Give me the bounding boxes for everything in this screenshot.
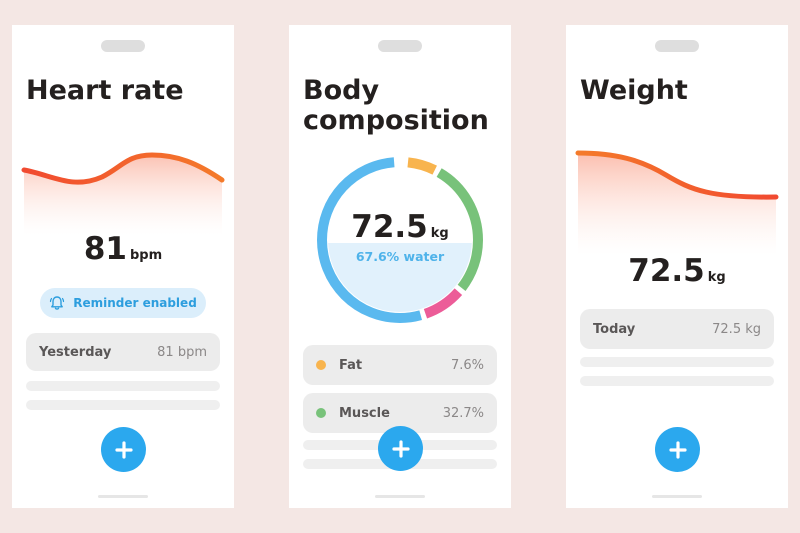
heart-rate-line (21, 152, 225, 185)
add-button[interactable] (101, 427, 146, 472)
heart-rate-screen: Heart rate 81 bpm Reminder enabled Yester… (12, 25, 234, 508)
page-title: Heart rate (26, 75, 184, 106)
heart-rate-area (24, 155, 222, 235)
weight-number: 72.5 (628, 253, 705, 289)
plus-icon (114, 440, 133, 459)
weight-chart (575, 150, 779, 255)
placeholder-row (26, 381, 220, 391)
weight-screen: Weight 72.5 kg Today 72.5 kg (566, 25, 788, 508)
weight-area (578, 153, 776, 255)
history-row-today[interactable]: Today 72.5 kg (580, 309, 774, 349)
home-indicator (652, 495, 702, 498)
row-value: 81 bpm (157, 344, 207, 360)
placeholder-row (580, 376, 774, 386)
plus-icon (391, 439, 410, 458)
bell-icon (50, 296, 65, 310)
row-value: 32.7% (442, 405, 484, 421)
ring-segment-muscle (317, 157, 483, 323)
placeholder-row (580, 357, 774, 367)
phone-notch (378, 40, 422, 52)
row-label: Yesterday (39, 344, 112, 360)
weight-value: 72.5 kg (566, 253, 788, 289)
history-row-yesterday[interactable]: Yesterday 81 bpm (26, 333, 220, 371)
phone-notch (101, 40, 145, 52)
row-label: Fat (339, 357, 363, 373)
phone-notch (655, 40, 699, 52)
fat-dot-icon (316, 360, 326, 370)
row-value: 7.6% (450, 357, 484, 373)
row-label: Today (593, 321, 636, 337)
heart-rate-unit: bpm (129, 248, 163, 263)
plus-icon (668, 440, 687, 459)
heart-rate-number: 81 (83, 231, 127, 267)
muscle-dot-icon (316, 408, 326, 418)
add-button[interactable] (655, 427, 700, 472)
row-label: Muscle (339, 405, 390, 421)
body-weight-number: 72.5 (351, 209, 428, 245)
row-value: 72.5 kg (712, 321, 761, 337)
title-line-2: composition (303, 105, 489, 136)
heart-rate-value: 81 bpm (12, 231, 234, 267)
body-composition-ring (317, 157, 483, 323)
placeholder-row (26, 400, 220, 410)
reminder-label: Reminder enabled (73, 296, 197, 310)
body-weight-value: 72.5 kg (289, 209, 511, 245)
body-composition-screen: Body composition 72.5 kg 67.6% water Fat … (289, 25, 511, 508)
composition-row-fat[interactable]: Fat 7.6% (303, 345, 497, 385)
page-title: Body composition (303, 76, 489, 136)
water-label: 67.6% water (355, 249, 445, 264)
weight-unit: kg (707, 270, 726, 285)
reminder-badge[interactable]: Reminder enabled (40, 288, 206, 318)
body-weight-unit: kg (430, 226, 449, 241)
ring-segment-water (317, 157, 483, 323)
title-line-1: Body (303, 75, 380, 106)
add-button[interactable] (378, 426, 423, 471)
home-indicator (98, 495, 148, 498)
heart-rate-chart (21, 152, 225, 235)
weight-line (575, 150, 779, 200)
home-indicator (375, 495, 425, 498)
page-title: Weight (580, 75, 688, 106)
